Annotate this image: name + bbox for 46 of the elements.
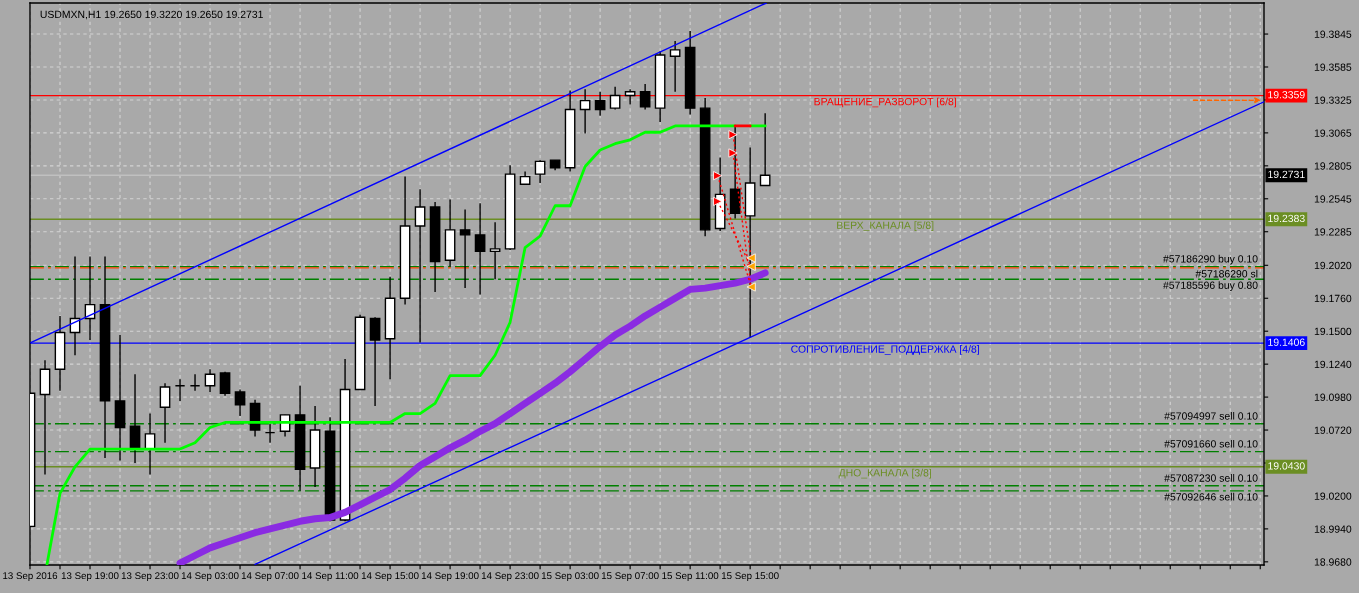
- ref-line-label: #57092646 sell 0.10: [1164, 492, 1258, 501]
- y-tick-label: 19.1240: [1314, 360, 1352, 369]
- ref-line-label: 19.2383: [1268, 214, 1305, 223]
- y-tick-label: 19.0980: [1314, 393, 1352, 401]
- annotation: ВЕРХ_КАНАЛА [5/8]: [837, 221, 934, 232]
- x-tick-label: 13 Sep 2016: [3, 572, 58, 582]
- x-tick-label: 15 Sep 11:00: [662, 572, 719, 582]
- annotation: ДНО_КАНАЛА [3/8]: [838, 468, 931, 479]
- x-tick-label: 13 Sep 19:00: [61, 572, 119, 582]
- y-tick-label: 19.2805: [1314, 162, 1352, 170]
- ref-line-label: #57094997 sell 0.10: [1164, 412, 1258, 420]
- ref-line-label: #57087230 sell 0.10: [1164, 474, 1258, 482]
- x-tick-label: 13 Sep 23:00: [121, 572, 179, 582]
- ref-line-label: #57185596 buy 0.80: [1163, 281, 1258, 291]
- text: USDMXN,H1 19.2650 19.3220 19.2650 19.2731: [40, 10, 263, 20]
- y-tick-label: 19.0200: [1314, 492, 1352, 500]
- y-tick-label: 19.3065: [1314, 129, 1352, 137]
- y-tick-label: 19.3325: [1314, 96, 1352, 104]
- x-tick-label: 14 Sep 19:00: [421, 572, 479, 582]
- annotation: ВРАЩЕНИЕ_РАЗВОРОТ [6/8]: [814, 97, 956, 108]
- y-tick-label: 19.2285: [1314, 228, 1352, 236]
- ref-line-label: #57186290 sl: [1195, 269, 1258, 278]
- y-tick-label: 18.9680: [1314, 558, 1352, 566]
- ref-line-label: 19.1406: [1268, 338, 1305, 346]
- ref-line-label: #57186290 buy 0.10: [1163, 254, 1258, 265]
- y-tick-label: 19.0720: [1314, 426, 1352, 434]
- y-tick-label: 19.1500: [1314, 327, 1352, 336]
- x-tick-label: 14 Sep 11:00: [302, 572, 359, 582]
- y-tick-label: 19.2545: [1314, 195, 1352, 203]
- y-tick-label: 19.3845: [1314, 30, 1352, 38]
- y-tick-label: 19.1760: [1314, 294, 1352, 303]
- y-tick-label: 19.2020: [1314, 261, 1352, 270]
- x-tick-label: 14 Sep 23:00: [481, 572, 539, 582]
- ref-line-label: 19.2731: [1268, 170, 1305, 179]
- x-tick-label: 14 Sep 03:00: [181, 572, 239, 582]
- y-tick-label: 19.3585: [1314, 63, 1352, 71]
- y-tick-label: 18.9940: [1314, 525, 1352, 533]
- x-tick-label: 14 Sep 07:00: [241, 572, 299, 582]
- x-tick-label: 14 Sep 15:00: [361, 572, 419, 582]
- x-tick-label: 15 Sep 15:00: [721, 572, 779, 582]
- x-tick-label: 15 Sep 03:00: [541, 572, 599, 582]
- annotation: СОПРОТИВЛЕНИЕ_ПОДДЕРЖКА [4/8]: [791, 345, 979, 355]
- x-tick-label: 15 Sep 07:00: [601, 572, 659, 582]
- ref-line-label: 19.3359: [1268, 91, 1305, 99]
- ref-line-label: #57091660 sell 0.10: [1164, 439, 1258, 448]
- ref-line-label: 19.0430: [1268, 462, 1305, 470]
